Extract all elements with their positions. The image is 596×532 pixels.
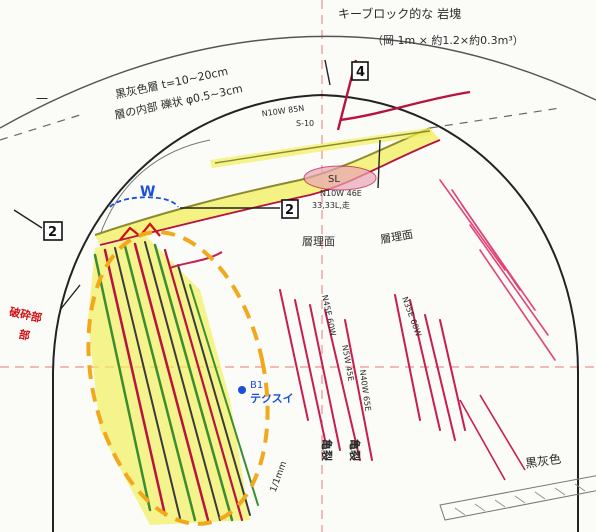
w-width-bracket: [109, 196, 179, 208]
box-2-center-label: 2: [285, 203, 294, 218]
note-small-scale: 1/1mm: [269, 460, 289, 494]
crown-layer-upper-edge: [94, 127, 431, 236]
box-4-label: 4: [356, 65, 365, 80]
arrow-down-joint: [377, 139, 381, 189]
dip-annotation-5: N35E 60W: [400, 295, 423, 337]
streak: [153, 243, 234, 522]
dip-annotation-3: 33,33L,走: [312, 201, 350, 210]
crown-layer-lower-edge: [99, 139, 441, 246]
hatch: [494, 499, 506, 508]
arrow-left-box2: [13, 209, 43, 229]
layer-label-b: 層理面: [379, 228, 414, 247]
joint: [459, 399, 506, 481]
note-key-block-size: （岡 1m × 約1.2×約0.3m³）: [372, 33, 524, 47]
joint: [439, 319, 466, 431]
b1-label: B1: [250, 380, 263, 391]
pointer-arrows: [13, 59, 381, 311]
streak: [163, 248, 244, 522]
box-2-left: [43, 221, 63, 241]
dip-annotation-6: N5W 45E: [340, 344, 355, 382]
note-top-left-margin: 一: [36, 92, 48, 106]
upper-right-joint-set: [439, 179, 556, 361]
note-key-block: キーブロック的な 岩塊: [338, 6, 461, 21]
streak: [189, 284, 259, 506]
streak: [133, 242, 210, 522]
crack-label-a: 亀裂: [320, 439, 334, 461]
joint: [294, 299, 326, 441]
bottom-right-hatch-lines: [454, 483, 586, 516]
dip-annotation-7: N40W 65E: [358, 369, 373, 412]
w-label: W: [140, 184, 155, 200]
joint: [409, 299, 441, 431]
dip-annotation-4: N45E 60W: [320, 294, 338, 337]
box-2-left-label: 2: [48, 225, 57, 240]
note-fracture-zone: 破砕部 部: [8, 304, 43, 343]
streak: [114, 247, 181, 519]
dip-annotation-1: N10W 85N: [261, 104, 305, 119]
upper-stripe-line: [214, 130, 431, 164]
fracture-streaks: [93, 241, 259, 522]
layer-label-a: 層理面: [302, 235, 335, 248]
dip-annotation-1b: S-10: [296, 119, 314, 128]
right-dash-line: [429, 107, 561, 129]
sl-label: SL: [328, 174, 340, 185]
joint: [324, 309, 361, 461]
note-black-gray-bottom: 黒灰色: [524, 452, 562, 471]
arrow-to-box4: [324, 59, 331, 86]
b1-point-icon: [238, 386, 246, 394]
hatch: [574, 483, 586, 492]
streak: [103, 248, 167, 517]
streak: [123, 244, 197, 522]
hatch: [474, 503, 486, 512]
highlight-ellipse: [86, 230, 270, 526]
right-joint-set: [279, 289, 466, 461]
upper-thin-arc: [99, 139, 211, 236]
streak: [144, 241, 221, 521]
note-fracture-zone-line2: 部: [18, 327, 32, 343]
dip-annotation-2: N10W 46E: [320, 189, 362, 198]
joint: [394, 294, 421, 421]
joint: [439, 179, 506, 271]
joint: [461, 204, 536, 311]
streak: [93, 253, 152, 512]
joint: [309, 304, 341, 451]
joint: [279, 289, 309, 421]
upper-fault-line: [339, 90, 471, 122]
bottom-right-hatch: [439, 475, 596, 521]
sl-lens: [303, 165, 377, 191]
hatch: [454, 507, 466, 516]
left-small-wedge: [169, 251, 223, 269]
streak: [177, 264, 251, 516]
hatch: [534, 491, 546, 500]
arrow-left-red: [59, 284, 81, 311]
hatch: [514, 495, 526, 504]
outer-excavation-arc: [0, 35, 596, 129]
box-4: [351, 61, 369, 81]
crack-label-b: 亀裂: [348, 439, 362, 461]
joint: [424, 314, 456, 441]
tunnel-face-outline: [52, 93, 579, 532]
left-dash-line: [0, 114, 81, 141]
joint: [479, 394, 526, 471]
hatch: [554, 487, 566, 496]
joint: [479, 249, 556, 361]
texture-blue-label: テクスイ: [250, 392, 294, 405]
joint: [344, 319, 373, 461]
box-2-center: [281, 199, 299, 219]
crown-yellow-layer: [95, 128, 440, 245]
joint: [469, 224, 549, 336]
lower-right-joints: [459, 394, 526, 481]
note-fracture-zone-line1: 破砕部: [8, 304, 43, 325]
